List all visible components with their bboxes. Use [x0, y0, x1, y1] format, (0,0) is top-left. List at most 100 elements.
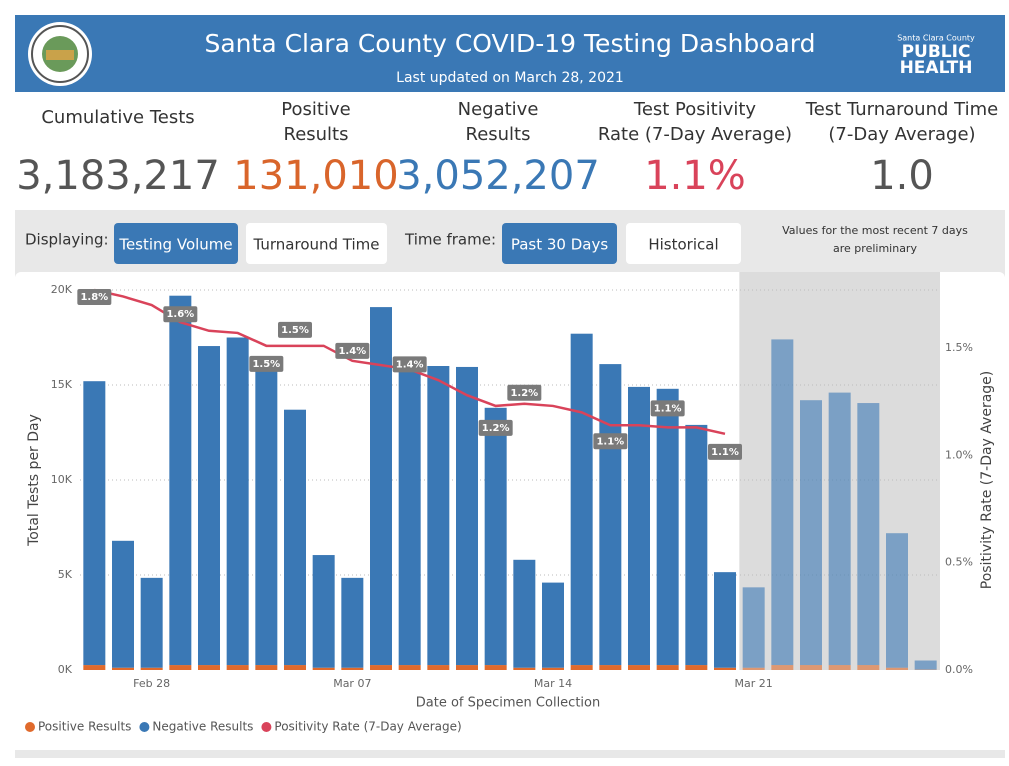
y-tick-label: 15K	[51, 378, 73, 391]
note: are preliminary	[833, 242, 917, 255]
negative-bar	[398, 361, 421, 666]
legend-label: Positive Results	[38, 720, 131, 734]
positive-bar	[312, 667, 335, 670]
data-label: 1.8%	[80, 292, 108, 303]
positive-bar	[828, 665, 851, 670]
county-seal	[28, 22, 92, 86]
y-tick-label: 20K	[51, 283, 73, 296]
y2-tick-label: 0.5%	[945, 556, 973, 569]
label-box	[77, 289, 112, 305]
button-label[interactable]: Turnaround Time	[252, 236, 379, 254]
button[interactable]	[114, 223, 238, 264]
label-box	[593, 433, 628, 450]
negative-bar	[140, 577, 163, 668]
logo-line: HEALTH	[900, 58, 973, 78]
legend-label: Negative Results	[152, 720, 253, 734]
positive-bar	[140, 667, 163, 670]
label-box	[163, 306, 198, 323]
positive-bar	[570, 665, 593, 670]
positive-bar	[398, 665, 421, 670]
negative-bar	[83, 381, 106, 666]
logo-line: PUBLIC	[902, 42, 971, 62]
note: Values for the most recent 7 days	[782, 224, 968, 237]
kpi-value: 3,183,217	[16, 153, 220, 199]
button-label[interactable]: Historical	[648, 236, 718, 254]
kpi-label: (7-Day Average)	[828, 124, 975, 145]
data-label: 1.4%	[338, 346, 366, 357]
kpi-label: Test Turnaround Time	[805, 99, 998, 120]
positive-bar	[198, 665, 220, 670]
panel-bottom	[15, 750, 1005, 758]
data-label: 1.6%	[166, 309, 194, 320]
positive-bar	[742, 667, 765, 670]
legend-marker	[25, 722, 35, 732]
data-label: 1.5%	[281, 325, 309, 336]
x-tick-label: Feb 28	[133, 677, 170, 690]
button[interactable]	[502, 223, 617, 264]
kpi-label: Results	[284, 124, 349, 145]
negative-bar	[914, 660, 937, 670]
negative-bar	[599, 364, 622, 666]
positive-bar	[857, 665, 880, 670]
button-label[interactable]: Testing Volume	[118, 236, 232, 254]
negative-bar	[714, 572, 736, 668]
positive-bar	[427, 665, 450, 670]
positive-bar	[484, 665, 507, 670]
negative-bar	[685, 424, 708, 666]
positive-bar	[284, 665, 306, 670]
y-tick-label: 5K	[58, 568, 73, 581]
label-box	[507, 384, 542, 401]
label-box	[335, 342, 370, 359]
negative-bar	[771, 339, 794, 666]
x-axis-label: Date of Specimen Collection	[416, 696, 600, 711]
data-label: 1.1%	[596, 436, 624, 447]
y-axis-label: Total Tests per Day	[26, 414, 42, 547]
positive-bar	[226, 665, 249, 670]
positive-bar	[886, 667, 908, 670]
positive-bar	[169, 665, 192, 670]
kpi-value: 131,010	[233, 153, 398, 199]
positive-bar	[513, 667, 536, 670]
header-bar	[15, 15, 1005, 92]
x-tick-label: Mar 21	[735, 677, 773, 690]
kpi-value: 1.1%	[644, 153, 746, 199]
label-box	[278, 321, 312, 338]
positive-bar	[542, 667, 564, 670]
kpi-value: 3,052,207	[396, 153, 600, 199]
legend-marker	[139, 722, 150, 732]
button[interactable]	[626, 223, 741, 264]
negative-bar	[628, 386, 650, 666]
y-tick-label: 0K	[58, 663, 73, 676]
negative-bar	[341, 577, 364, 668]
positive-bar	[628, 665, 650, 670]
control-label: Displaying:	[25, 231, 109, 249]
positive-bar	[771, 665, 794, 670]
negative-bar	[828, 392, 851, 666]
positive-bar	[341, 667, 364, 670]
data-label: 1.5%	[252, 359, 280, 370]
negative-bar	[312, 555, 335, 668]
kpi-label: Cumulative Tests	[41, 107, 194, 128]
negative-bar	[169, 295, 192, 666]
negative-bar	[542, 582, 564, 668]
negative-bar	[427, 366, 450, 666]
positive-bar	[370, 665, 392, 670]
x-tick-label: Mar 14	[534, 677, 572, 690]
button-label[interactable]: Past 30 Days	[511, 236, 609, 254]
negative-bar	[800, 400, 822, 666]
negative-bar	[198, 346, 220, 666]
negative-bar	[742, 587, 765, 668]
negative-bar	[656, 388, 679, 666]
data-label: 1.1%	[711, 447, 739, 458]
button[interactable]	[246, 223, 387, 264]
kpi-label: Positive	[281, 99, 350, 120]
legend-marker	[261, 722, 272, 732]
label-box	[392, 356, 427, 373]
negative-bar	[886, 533, 908, 668]
negative-bar	[255, 360, 278, 666]
data-label: 1.2%	[510, 388, 538, 399]
positive-bar	[83, 665, 106, 670]
data-label: 1.4%	[396, 359, 424, 370]
negative-bar	[513, 559, 536, 668]
data-label: 1.2%	[482, 423, 510, 434]
